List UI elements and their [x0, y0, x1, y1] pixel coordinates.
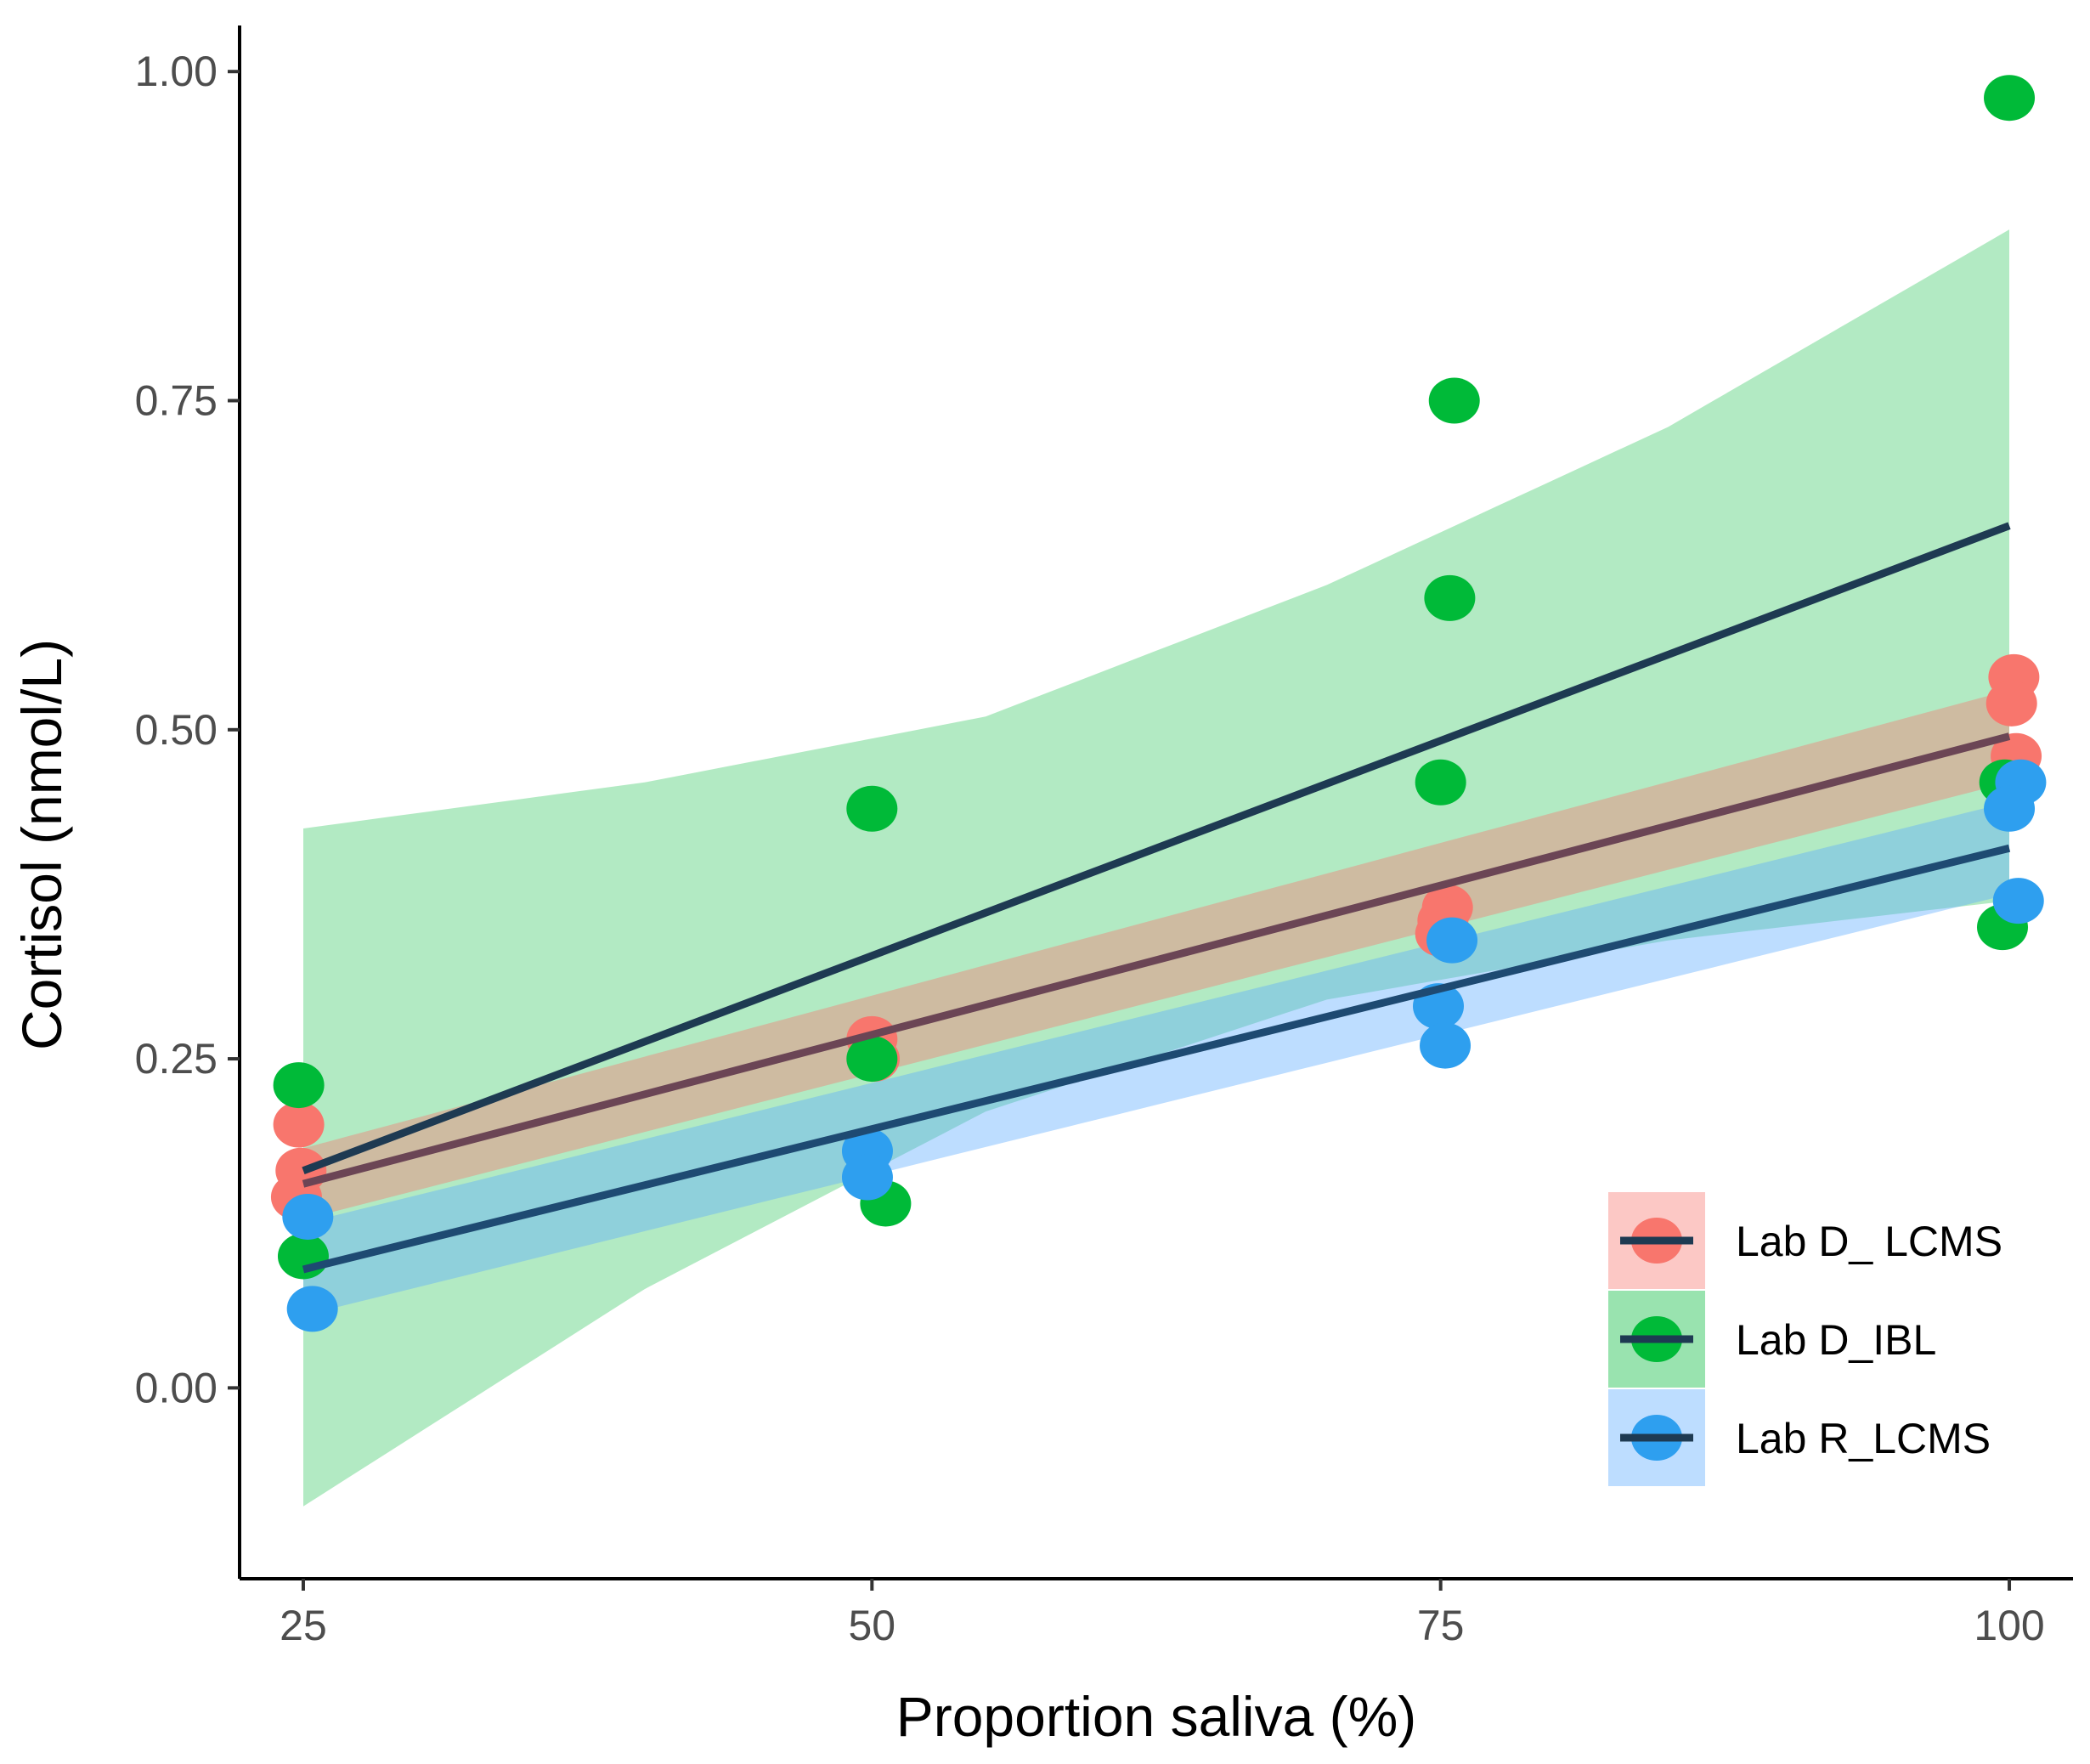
y-tick-label: 0.75 [135, 377, 217, 425]
y-tick-label: 0.25 [135, 1035, 217, 1083]
legend-label: Lab D_ LCMS [1736, 1218, 2002, 1265]
ci-ribbon-2 [303, 229, 2009, 1507]
data-point-3 [1426, 917, 1478, 964]
x-tick-label: 25 [280, 1602, 327, 1649]
data-point-3 [286, 1286, 338, 1332]
legend: Lab D_ LCMS Lab D_IBL Lab R_LCMS [1608, 1192, 2002, 1486]
legend-label: Lab R_LCMS [1736, 1415, 1991, 1462]
fit-line-3 [302, 844, 2011, 1274]
data-point-2 [1428, 377, 1480, 424]
y-tick-label: 0.00 [135, 1364, 217, 1411]
fit-lines [302, 522, 2011, 1274]
confidence-ribbons [303, 229, 2009, 1507]
data-point-2 [846, 1036, 898, 1083]
data-point-3 [282, 1193, 334, 1240]
fit-line-1 [302, 732, 2011, 1188]
tick-labels: 0.00 0.25 0.50 0.75 1.00 25 50 75 100 [135, 48, 2045, 1649]
data-point-2 [1415, 759, 1466, 806]
data-point-2 [273, 1062, 325, 1109]
data-point-2 [846, 785, 898, 832]
y-tick-label: 1.00 [135, 48, 217, 95]
data-point-1 [273, 1101, 325, 1148]
y-tick-label: 0.50 [135, 706, 217, 754]
data-point-2 [277, 1233, 329, 1280]
legend-label: Lab D_IBL [1736, 1316, 1936, 1364]
x-tick-label: 100 [1974, 1602, 2044, 1649]
x-axis-title: Proportion saliva (%) [896, 1685, 1417, 1748]
data-point-2 [1424, 574, 1476, 621]
data-point-3 [841, 1154, 893, 1201]
axes [238, 25, 2073, 1580]
data-point-3 [1984, 785, 2036, 832]
ci-ribbon-1 [303, 690, 2009, 1220]
data-point-3 [1992, 878, 2044, 924]
fit-line-2 [302, 522, 2011, 1174]
data-point-1 [1986, 680, 2037, 727]
x-tick-label: 75 [1417, 1602, 1465, 1649]
data-point-3 [1420, 1022, 1471, 1069]
y-axis-title: Cortisol (nmol/L) [10, 639, 73, 1050]
data-point-2 [1984, 75, 2036, 122]
x-tick-label: 50 [849, 1602, 896, 1649]
